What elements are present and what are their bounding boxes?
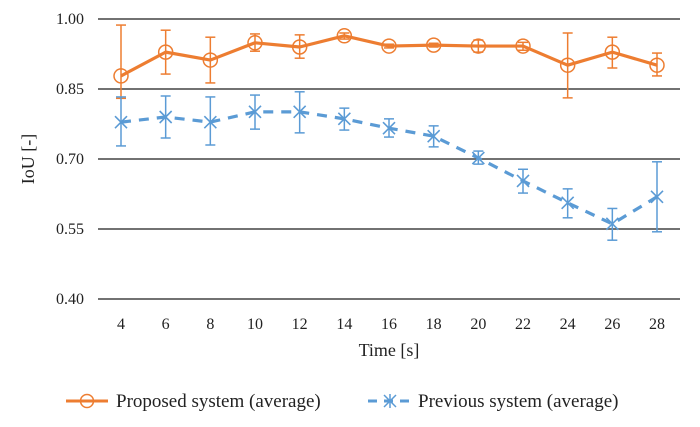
x-tick-label: 6 <box>162 316 170 333</box>
legend-marker-circle-icon <box>79 393 95 409</box>
legend-marker-x-icon <box>383 394 397 408</box>
marker-stroke <box>516 174 530 188</box>
marker-stroke <box>650 190 664 204</box>
error-bar <box>116 24 126 100</box>
marker-stroke <box>382 121 396 135</box>
series-proposed <box>113 24 665 100</box>
data-point-circle <box>157 44 174 60</box>
y-tick-label: 0.55 <box>56 221 84 238</box>
x-tick-label: 8 <box>206 316 214 333</box>
series-previous <box>114 91 664 241</box>
data-point-x <box>605 217 619 231</box>
data-point-circle <box>336 28 353 44</box>
data-point-circle <box>291 39 308 55</box>
data-point-circle <box>247 35 263 51</box>
gridlines <box>98 18 680 300</box>
x-tick-label: 22 <box>515 316 531 333</box>
y-axis-title: IoU [-] <box>18 134 38 184</box>
legend-item-previous: Previous system (average) <box>368 391 619 412</box>
data-point-x <box>471 151 485 165</box>
y-axis-ticks: 0.40 0.55 0.70 0.85 1.00 <box>56 11 84 308</box>
x-tick-label: 12 <box>292 316 308 333</box>
x-tick-label: 26 <box>604 316 620 333</box>
data-point-x <box>650 190 664 204</box>
y-tick-label: 0.70 <box>56 151 84 168</box>
marker-stroke <box>248 105 262 119</box>
x-tick-label: 18 <box>426 316 442 333</box>
marker-stroke <box>159 110 173 124</box>
x-tick-label: 20 <box>470 316 486 333</box>
x-axis-title: Time [s] <box>359 340 420 360</box>
data-point-x <box>561 196 575 210</box>
y-tick-label: 0.85 <box>56 81 84 98</box>
x-tick-label: 10 <box>247 316 263 333</box>
marker-stroke <box>471 151 485 165</box>
y-tick-label: 0.40 <box>56 291 84 308</box>
x-tick-label: 14 <box>336 316 352 333</box>
legend-label-previous: Previous system (average) <box>418 391 619 412</box>
legend: Proposed system (average) Previous syste… <box>66 391 619 412</box>
legend-label-proposed: Proposed system (average) <box>116 391 321 412</box>
data-point-x <box>337 112 351 126</box>
data-point-circle <box>425 37 442 53</box>
data-point-x <box>159 110 173 124</box>
data-point-x <box>114 115 128 129</box>
data-point-x <box>516 174 530 188</box>
data-point-circle <box>113 68 129 84</box>
data-point-x <box>248 105 262 119</box>
data-point-x <box>382 121 396 135</box>
data-point-circle <box>470 38 487 54</box>
data-point-circle <box>559 57 576 73</box>
x-tick-label: 16 <box>381 316 397 333</box>
legend-item-proposed: Proposed system (average) <box>66 391 321 412</box>
data-point-circle <box>604 44 621 60</box>
y-tick-label: 1.00 <box>56 11 84 28</box>
marker-stroke <box>337 112 351 126</box>
data-point-circle <box>381 38 397 54</box>
marker-stroke <box>427 129 441 143</box>
data-point-circle <box>202 52 219 68</box>
x-tick-label: 24 <box>560 316 576 333</box>
marker-stroke <box>605 217 619 231</box>
data-point-x <box>293 105 307 119</box>
marker-stroke <box>561 196 575 210</box>
data-point-circle <box>515 38 531 54</box>
x-tick-label: 28 <box>649 316 665 333</box>
x-axis-ticks: 4 6 8 10 12 14 16 18 20 22 24 26 28 <box>117 316 665 333</box>
series-line <box>120 34 658 78</box>
marker-stroke <box>293 105 307 119</box>
marker-stroke <box>203 115 217 129</box>
x-tick-label: 4 <box>117 316 125 333</box>
marker-stroke <box>114 115 128 129</box>
data-point-circle <box>649 57 665 73</box>
series-layer <box>113 24 665 241</box>
data-point-x <box>427 129 441 143</box>
data-point-x <box>203 115 217 129</box>
